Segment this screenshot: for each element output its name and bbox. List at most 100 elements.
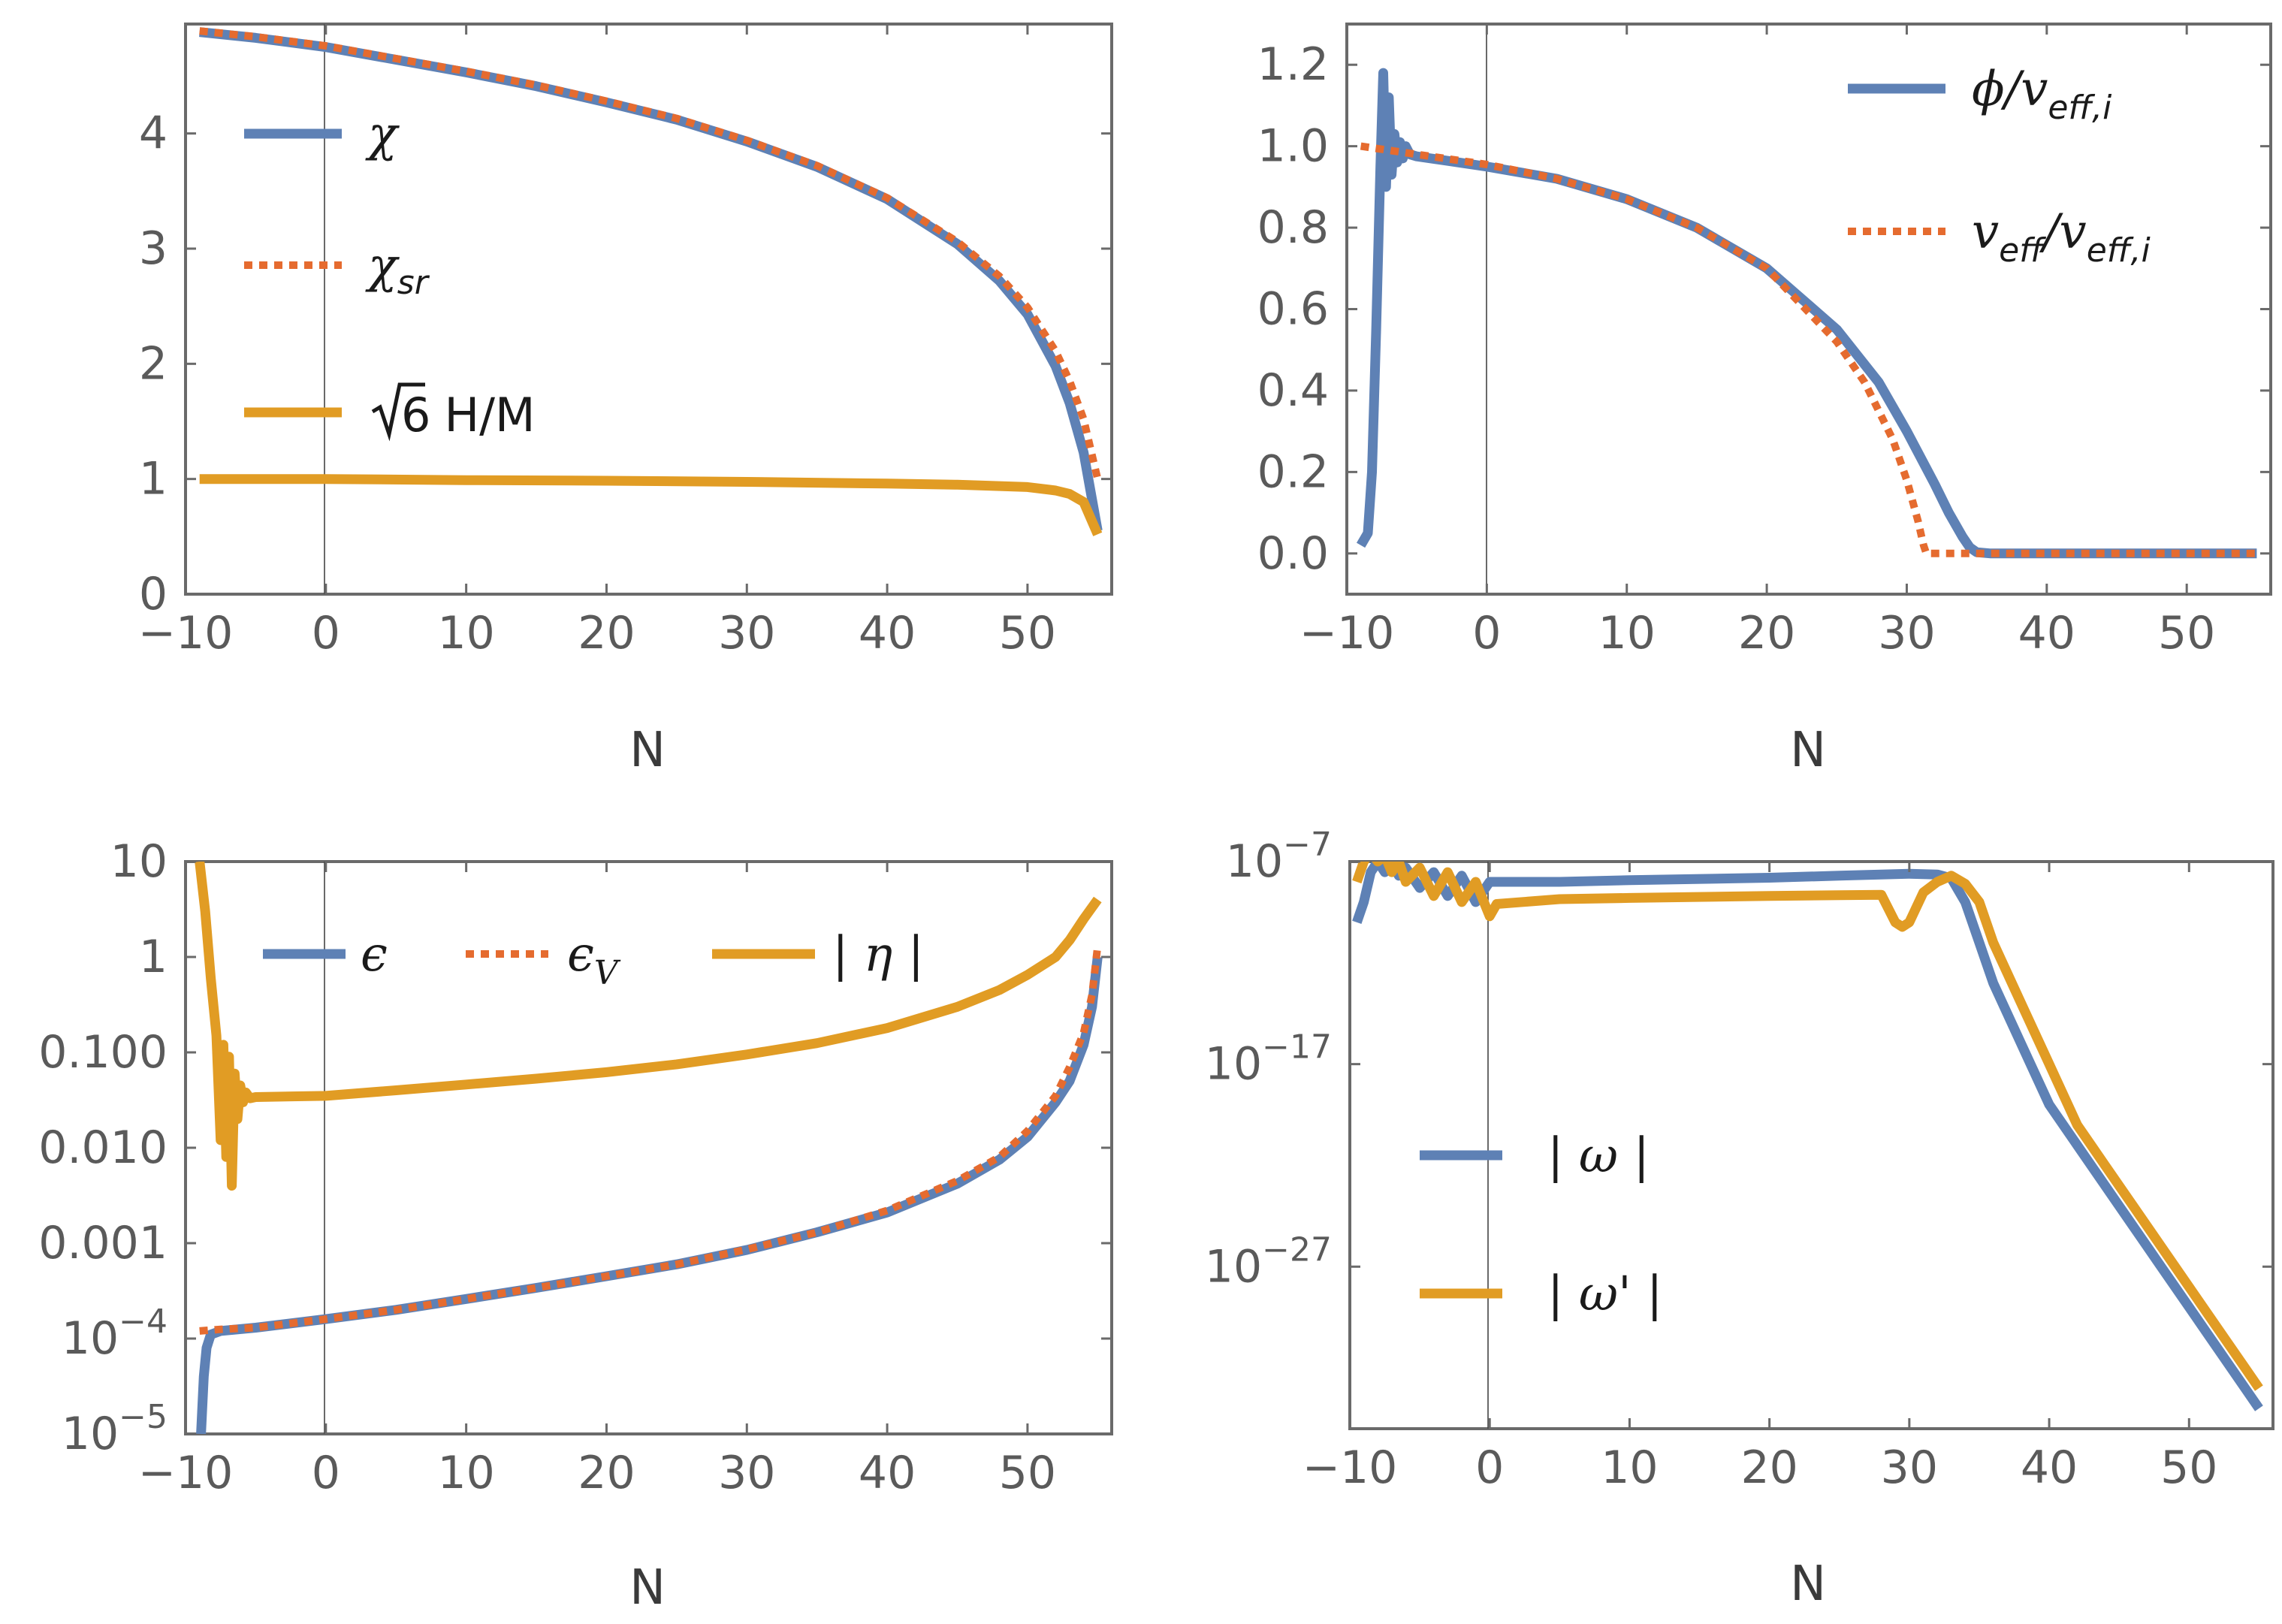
y-tick-label: 0.001 [38,1217,168,1269]
legend-label-h-over-m: 6 H/M [401,388,535,442]
legend-label-omega-prime: | ω' | [1547,1266,1663,1322]
x-tick-label: 10 [437,1447,494,1499]
x-tick-label: 10 [437,607,494,660]
x-tick-label: 50 [999,1447,1056,1499]
legend-label-veff: veff/veff,i [1972,204,2151,270]
x-tick-label: 40 [859,1447,916,1499]
legend-label-veff-mid: eff [1999,231,2046,270]
sqrt-sign [371,382,425,442]
x-tick-label: 20 [1740,1441,1798,1494]
x-axis-label-top-left: N [629,723,666,778]
x-tick-label: 20 [578,1447,635,1499]
x-tick-label: 0 [1472,607,1501,660]
legend-top-left: χ χsr 6 H/M [244,107,535,442]
legend-label-epsilon: ϵ [361,927,388,983]
series-line-v_eff_over_v_eff_i [1360,142,2257,557]
y-tick-base: 10 [1226,835,1283,888]
x-tick-label: −10 [1302,1441,1398,1494]
legend-label-epsilon-v-sub: V [594,954,621,992]
x-tick-label: −10 [138,607,234,660]
panel-frame-top-left [184,23,1113,596]
series-line-abs_omega_prime [1352,862,2263,1391]
x-tick-label: 30 [1878,607,1935,660]
series-line-chi_sr [199,27,1102,480]
legend-label-epsilon-v: ϵV [567,927,621,992]
legend-label-veff-v: v [1972,204,1999,260]
legend-label-phi: ϕ/veff,i [1972,62,2112,127]
x-tick-label: 40 [2018,607,2075,660]
legend-label-chi: χ [365,107,400,162]
y-tick-label: 1.2 [1257,38,1329,91]
x-tick-label: 0 [312,607,340,660]
series-line-chi [199,27,1103,532]
series-layer [195,27,2263,1434]
x-axis-label-bottom-left: N [629,1560,666,1616]
legend-label-chi-sr-main: χ [365,238,400,294]
x-tick-label: −10 [1299,607,1395,660]
series-line-abs_omega [1352,862,2263,1411]
x-tick-label: 10 [1598,607,1656,660]
series-line-phi_over_v_eff_i [1356,68,2257,559]
x-tick-label: 30 [718,1447,775,1499]
y-tick-label: 1 [139,453,168,506]
y-tick-base: 10 [62,1408,119,1460]
y-tick-label: 10−7 [1226,826,1332,888]
y-tick-label: 0 [139,568,168,620]
series-line-abs_eta [195,862,1102,1191]
x-tick-label: −10 [138,1447,234,1499]
legend-label-eta: | η | [832,927,924,983]
x-axis-label-bottom-right: N [1790,1556,1826,1612]
legend-label-phi-main: ϕ/v [1972,62,2048,117]
x-tick-label: 0 [1475,1441,1504,1494]
x-tick-label: 50 [999,607,1056,660]
y-tick-exponent: −7 [1283,826,1332,864]
y-tick-label: 0.2 [1257,445,1329,498]
y-tick-label: 10−5 [62,1398,168,1460]
series-line-epsilon [196,956,1103,1434]
x-tick-label: 50 [2160,1441,2217,1494]
y-tick-exponent: −5 [119,1398,168,1436]
legend-label-omega: | ω | [1547,1128,1650,1184]
x-tick-label: 10 [1601,1441,1658,1494]
legend-label-veff-sub: eff,i [2087,231,2151,270]
legend-label-epsilon-v-main: ϵ [567,927,594,983]
x-tick-label: 40 [859,607,916,660]
y-tick-label: 0.0 [1257,527,1329,580]
x-tick-label: 20 [578,607,635,660]
y-tick-label: 10−4 [62,1303,168,1365]
x-tick-label: 30 [718,607,775,660]
legend-label-h-over-m-radicand: 6 [401,388,430,442]
legend-label-h-over-m-ratio: H/M [444,388,535,442]
y-tick-label: 10 [110,835,168,888]
y-tick-label: 2 [139,337,168,390]
y-tick-label: 0.6 [1257,283,1329,336]
y-tick-base: 10 [1205,1038,1262,1091]
y-tick-exponent: −17 [1262,1028,1332,1067]
y-tick-label: 0.8 [1257,201,1329,254]
legend-bottom-left: ϵ ϵV | η | [263,927,924,992]
x-axis-label-top-right: N [1790,723,1826,778]
series-line-sqrt6_H_over_M [199,474,1103,536]
y-tick-label: 1 [139,931,168,983]
x-tick-label: 40 [2021,1441,2078,1494]
x-tick-label: 0 [312,1447,340,1499]
y-tick-base: 10 [1205,1240,1262,1293]
panel-frame-bottom-right [1348,860,2274,1430]
y-tick-label: 0.010 [38,1121,168,1174]
legend-label-chi-sr-sub: sr [397,264,430,302]
legend-label-phi-sub: eff,i [2048,89,2112,127]
y-tick-base: 10 [62,1312,119,1365]
x-tick-label: 30 [1881,1441,1938,1494]
y-tick-exponent: −4 [119,1303,168,1341]
x-tick-label: 20 [1738,607,1795,660]
y-tick-label: 1.0 [1257,120,1329,173]
legend-top-right: ϕ/veff,i veff/veff,i [1848,62,2151,270]
legend-label-chi-sr: χsr [365,238,430,302]
y-tick-label: 0.4 [1257,364,1329,417]
y-tick-label: 10−27 [1205,1230,1332,1293]
x-tick-label: 50 [2158,607,2215,660]
y-tick-exponent: −27 [1262,1230,1332,1269]
y-tick-label: 0.100 [38,1026,168,1079]
